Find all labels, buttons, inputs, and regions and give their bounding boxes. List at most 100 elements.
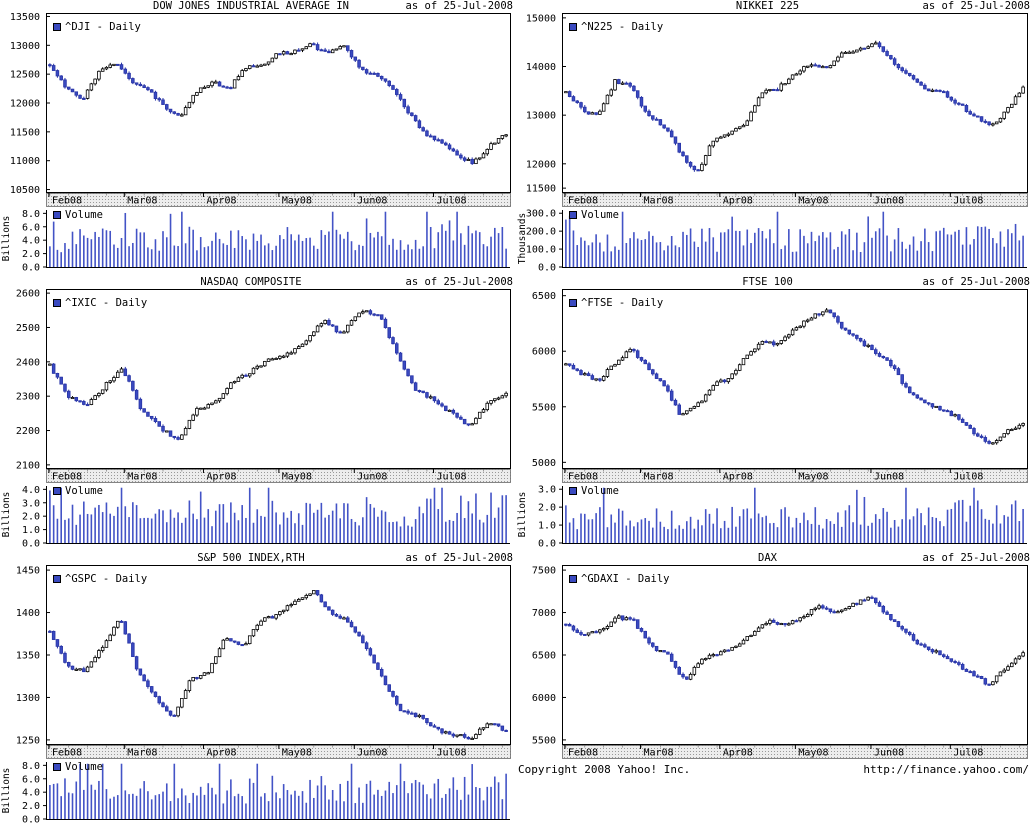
volume-legend-label: Volume	[581, 485, 619, 497]
svg-text:5000: 5000	[532, 458, 556, 469]
legend-swatch-icon	[569, 487, 577, 495]
svg-text:6.0: 6.0	[22, 774, 40, 785]
svg-text:0.0: 0.0	[22, 539, 40, 550]
svg-text:1300: 1300	[16, 693, 40, 704]
svg-text:1.0: 1.0	[22, 525, 40, 536]
svg-text:200.0: 200.0	[526, 227, 556, 238]
chart-title: NIKKEI 225	[735, 0, 800, 12]
volume-legend: Volume	[53, 486, 103, 496]
volume-plot-svg: 4.0 3.0 2.0 1.0 0.0 Billions	[1, 485, 510, 550]
series-legend-label: ^FTSE - Daily	[581, 297, 664, 309]
volume-chart: 3.0 2.0 1.0 0.0 Billions Volume	[516, 483, 1033, 551]
svg-text:Jul08: Jul08	[953, 748, 983, 759]
svg-text:Jul08: Jul08	[953, 472, 983, 483]
chart-panel-ftse: FTSE 100 as of 25-Jul-2008 6500 6000 5500 5…	[516, 276, 1033, 552]
legend-swatch-icon	[53, 575, 61, 583]
svg-text:Apr08: Apr08	[723, 196, 753, 207]
chart-header: S&P 500 INDEX,RTH as of 25-Jul-2008	[0, 552, 516, 565]
price-chart: 2600 2500 2400 2300 2200 2100 Feb08 Mar08 Apr08 M…	[0, 289, 516, 483]
svg-text:Feb08: Feb08	[568, 748, 598, 759]
chart-title: DAX	[758, 552, 777, 564]
svg-text:Jun08: Jun08	[874, 196, 904, 207]
chart-title: S&P 500 INDEX,RTH	[197, 552, 305, 564]
svg-text:300.0: 300.0	[526, 209, 556, 220]
svg-text:5500: 5500	[532, 735, 556, 746]
svg-text:1400: 1400	[16, 608, 40, 619]
svg-text:6500: 6500	[532, 651, 556, 662]
svg-text:Jul08: Jul08	[436, 196, 466, 207]
page-footer: Copyright 2008 Yahoo! Inc. http://financ…	[516, 759, 1033, 827]
svg-text:3.0: 3.0	[22, 498, 40, 509]
svg-text:7000: 7000	[532, 608, 556, 619]
volume-plot-svg: 8.0 6.0 4.0 2.0 0.0 Billions	[1, 761, 510, 826]
svg-text:Jun08: Jun08	[874, 472, 904, 483]
volume-legend: Volume	[569, 210, 619, 220]
svg-text:10500: 10500	[10, 185, 40, 196]
legend-swatch-icon	[569, 23, 577, 31]
svg-text:11000: 11000	[10, 156, 40, 167]
chart-header: NIKKEI 225 as of 25-Jul-2008	[516, 0, 1033, 13]
svg-text:1450: 1450	[16, 566, 40, 577]
chart-header: FTSE 100 as of 25-Jul-2008	[516, 276, 1033, 289]
volume-chart: 8.0 6.0 4.0 2.0 0.0 Billions Volume	[0, 759, 516, 827]
svg-text:Feb08: Feb08	[52, 472, 82, 483]
svg-text:2.0: 2.0	[538, 503, 556, 514]
svg-text:Apr08: Apr08	[206, 748, 236, 759]
chart-panel-gspc: S&P 500 INDEX,RTH as of 25-Jul-2008 1450…	[0, 552, 516, 827]
chart-header: DAX as of 25-Jul-2008	[516, 552, 1033, 565]
svg-text:1.0: 1.0	[538, 521, 556, 532]
as-of-date: as of 25-Jul-2008	[922, 552, 1030, 564]
svg-text:Apr08: Apr08	[206, 472, 236, 483]
legend-swatch-icon	[53, 211, 61, 219]
svg-text:7500: 7500	[532, 566, 556, 577]
copyright-text: Copyright 2008 Yahoo! Inc.	[518, 763, 691, 776]
svg-text:4.0: 4.0	[22, 236, 40, 247]
svg-text:5500: 5500	[532, 402, 556, 413]
price-chart: 7500 7000 6500 6000 5500 Feb08 Mar08 Apr08 May08…	[516, 565, 1033, 759]
svg-text:13500: 13500	[10, 13, 40, 23]
svg-text:2.0: 2.0	[22, 512, 40, 523]
svg-text:May08: May08	[282, 196, 312, 207]
volume-chart: 8.0 6.0 4.0 2.0 0.0 Billions Volume	[0, 207, 516, 275]
svg-text:13000: 13000	[526, 111, 556, 122]
svg-text:Billions: Billions	[1, 768, 12, 814]
svg-text:Apr08: Apr08	[206, 196, 236, 207]
series-legend-label: ^IXIC - Daily	[65, 297, 148, 309]
series-legend-label: ^N225 - Daily	[581, 21, 664, 33]
chart-header: DOW JONES INDUSTRIAL AVERAGE IN as of 25…	[0, 0, 516, 13]
svg-text:11500: 11500	[10, 127, 40, 138]
svg-text:Jun08: Jun08	[357, 748, 387, 759]
volume-legend-label: Volume	[65, 209, 103, 221]
as-of-date: as of 25-Jul-2008	[922, 0, 1030, 12]
svg-text:0.0: 0.0	[22, 263, 40, 274]
svg-text:Billions: Billions	[1, 216, 12, 262]
price-chart: 1450 1400 1350 1300 1250 Feb08 Mar08 Apr08 May08…	[0, 565, 516, 759]
svg-text:1250: 1250	[16, 735, 40, 746]
svg-text:May08: May08	[798, 472, 828, 483]
svg-text:2.0: 2.0	[22, 249, 40, 260]
svg-text:Jul08: Jul08	[436, 748, 466, 759]
svg-text:2500: 2500	[16, 323, 40, 334]
volume-legend-label: Volume	[65, 761, 103, 773]
series-legend-label: ^DJI - Daily	[65, 21, 141, 33]
volume-legend-label: Volume	[65, 485, 103, 497]
svg-text:Apr08: Apr08	[723, 472, 753, 483]
svg-text:2300: 2300	[16, 392, 40, 403]
price-plot-svg: 2600 2500 2400 2300 2200 2100 Feb08 Mar08 Apr08 M…	[16, 289, 511, 483]
volume-plot-svg: 3.0 2.0 1.0 0.0 Billions	[517, 485, 1027, 550]
series-legend: ^GSPC - Daily	[53, 574, 147, 584]
series-legend: ^FTSE - Daily	[569, 298, 663, 308]
legend-swatch-icon	[53, 299, 61, 307]
legend-swatch-icon	[53, 763, 61, 771]
source-url: http://finance.yahoo.com/	[863, 763, 1029, 776]
svg-text:6.0: 6.0	[22, 222, 40, 233]
svg-text:0.0: 0.0	[22, 815, 40, 826]
svg-text:Feb08: Feb08	[52, 196, 82, 207]
svg-text:Mar08: Mar08	[643, 472, 673, 483]
volume-legend: Volume	[53, 762, 103, 772]
legend-swatch-icon	[569, 211, 577, 219]
volume-chart: 4.0 3.0 2.0 1.0 0.0 Billions Volume	[0, 483, 516, 551]
volume-legend: Volume	[53, 210, 103, 220]
svg-text:6000: 6000	[532, 693, 556, 704]
svg-text:2200: 2200	[16, 426, 40, 437]
